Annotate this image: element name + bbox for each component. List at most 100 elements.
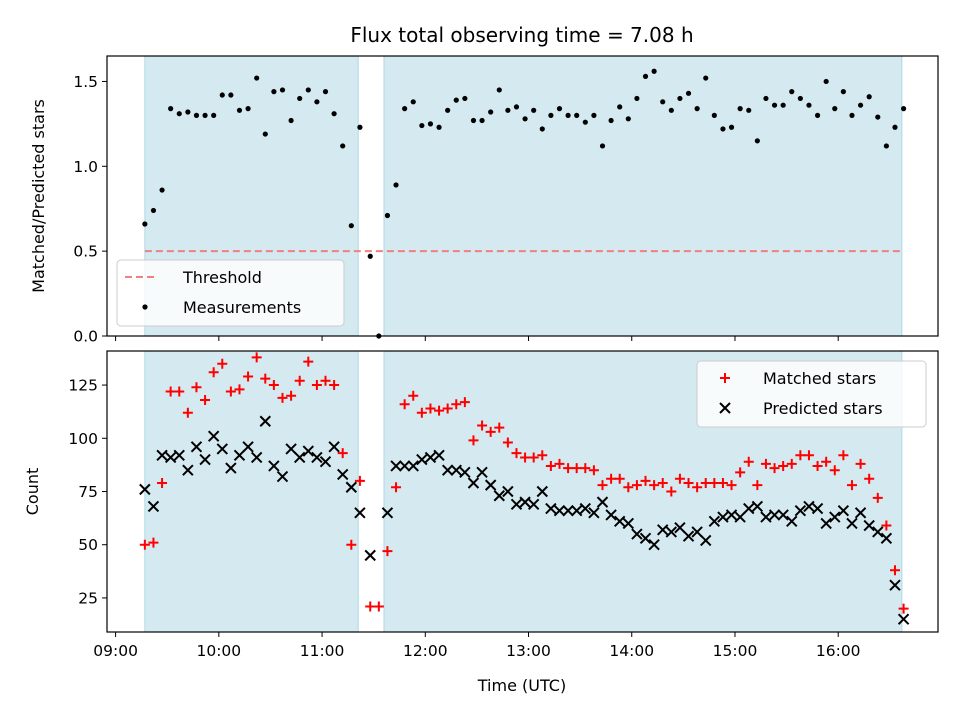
y-axis-title: Matched/Predicted stars bbox=[29, 99, 48, 293]
data-point bbox=[649, 480, 660, 491]
legend-label: Predicted stars bbox=[763, 399, 883, 418]
data-point bbox=[683, 477, 694, 488]
data-point bbox=[286, 390, 297, 401]
data-point bbox=[354, 507, 366, 519]
legend-marker bbox=[719, 402, 731, 414]
data-point bbox=[537, 450, 548, 461]
data-point bbox=[854, 507, 867, 519]
data-point bbox=[554, 458, 565, 469]
data-point bbox=[303, 356, 314, 367]
y-tick-label: 50 bbox=[78, 536, 98, 554]
data-point bbox=[441, 464, 454, 476]
data-point bbox=[846, 480, 857, 491]
data-point bbox=[337, 448, 348, 459]
data-point bbox=[174, 386, 185, 397]
data-point bbox=[778, 460, 789, 471]
data-point bbox=[254, 75, 260, 81]
data-point bbox=[502, 485, 514, 498]
data-point bbox=[751, 500, 764, 513]
legend: Matched stars Predicted stars bbox=[696, 360, 927, 428]
data-point bbox=[302, 445, 315, 457]
data-point bbox=[720, 126, 726, 132]
data-point bbox=[382, 546, 393, 557]
data-point bbox=[556, 106, 563, 112]
data-point bbox=[811, 502, 824, 515]
y-tick-label: 1.0 bbox=[73, 158, 98, 176]
data-point bbox=[182, 464, 194, 476]
data-point bbox=[837, 504, 850, 517]
data-point bbox=[717, 511, 729, 523]
data-point bbox=[311, 380, 322, 391]
data-point bbox=[863, 519, 875, 532]
data-point bbox=[536, 485, 548, 498]
y-axis-title: Count bbox=[23, 468, 42, 516]
data-point bbox=[617, 104, 623, 110]
data-point bbox=[682, 530, 695, 542]
x-axis-title: Time (UTC) bbox=[477, 676, 566, 695]
data-point bbox=[838, 450, 849, 461]
data-point bbox=[402, 106, 408, 112]
data-point bbox=[768, 509, 781, 521]
data-point bbox=[519, 496, 531, 508]
data-point bbox=[694, 106, 700, 112]
data-point bbox=[588, 465, 599, 476]
data-point bbox=[623, 482, 634, 493]
data-point bbox=[829, 465, 840, 476]
data-point bbox=[631, 480, 642, 491]
data-point bbox=[390, 460, 402, 472]
data-point bbox=[228, 92, 234, 98]
data-point bbox=[225, 462, 237, 474]
data-point bbox=[660, 99, 666, 105]
y-tick-label: 0.5 bbox=[73, 243, 98, 261]
data-point bbox=[545, 502, 557, 515]
data-point bbox=[398, 460, 411, 472]
data-point bbox=[294, 375, 305, 386]
data-point bbox=[319, 455, 332, 468]
data-point bbox=[857, 102, 864, 108]
data-point bbox=[433, 449, 445, 462]
data-point bbox=[436, 124, 442, 130]
data-point bbox=[410, 99, 416, 105]
data-point bbox=[565, 112, 571, 118]
legend-frame bbox=[696, 360, 927, 428]
data-point bbox=[477, 420, 488, 431]
data-point bbox=[407, 460, 419, 472]
data-point bbox=[596, 496, 609, 508]
data-point bbox=[367, 253, 373, 259]
data-point bbox=[763, 95, 769, 102]
data-point bbox=[734, 511, 746, 523]
data-point bbox=[453, 97, 459, 103]
data-point bbox=[191, 382, 202, 393]
data-point bbox=[711, 112, 717, 118]
data-point bbox=[416, 453, 428, 466]
data-point bbox=[285, 443, 297, 455]
y-tick-label: 75 bbox=[78, 483, 98, 501]
data-point bbox=[200, 394, 211, 405]
legend: Threshold Measurements bbox=[116, 259, 345, 327]
x-tick-label: 12:00 bbox=[403, 642, 448, 660]
data-point bbox=[677, 95, 683, 102]
data-point bbox=[622, 517, 635, 530]
data-point bbox=[305, 87, 311, 93]
data-point bbox=[777, 509, 789, 521]
data-point bbox=[427, 121, 434, 127]
data-point bbox=[251, 352, 262, 363]
data-point bbox=[668, 107, 674, 113]
x-tick-label: 13:00 bbox=[506, 642, 551, 660]
data-point bbox=[202, 112, 208, 118]
data-point bbox=[505, 107, 511, 113]
data-point bbox=[279, 87, 286, 93]
data-point bbox=[199, 453, 211, 466]
data-point bbox=[897, 613, 910, 625]
data-point bbox=[493, 490, 505, 502]
data-point bbox=[408, 390, 419, 401]
data-point bbox=[496, 87, 502, 93]
data-point bbox=[855, 458, 866, 469]
data-point bbox=[511, 448, 522, 459]
data-point bbox=[340, 143, 346, 149]
data-point bbox=[591, 112, 597, 118]
data-point bbox=[322, 89, 329, 95]
data-point bbox=[789, 89, 795, 95]
axes-frame bbox=[106, 55, 939, 337]
